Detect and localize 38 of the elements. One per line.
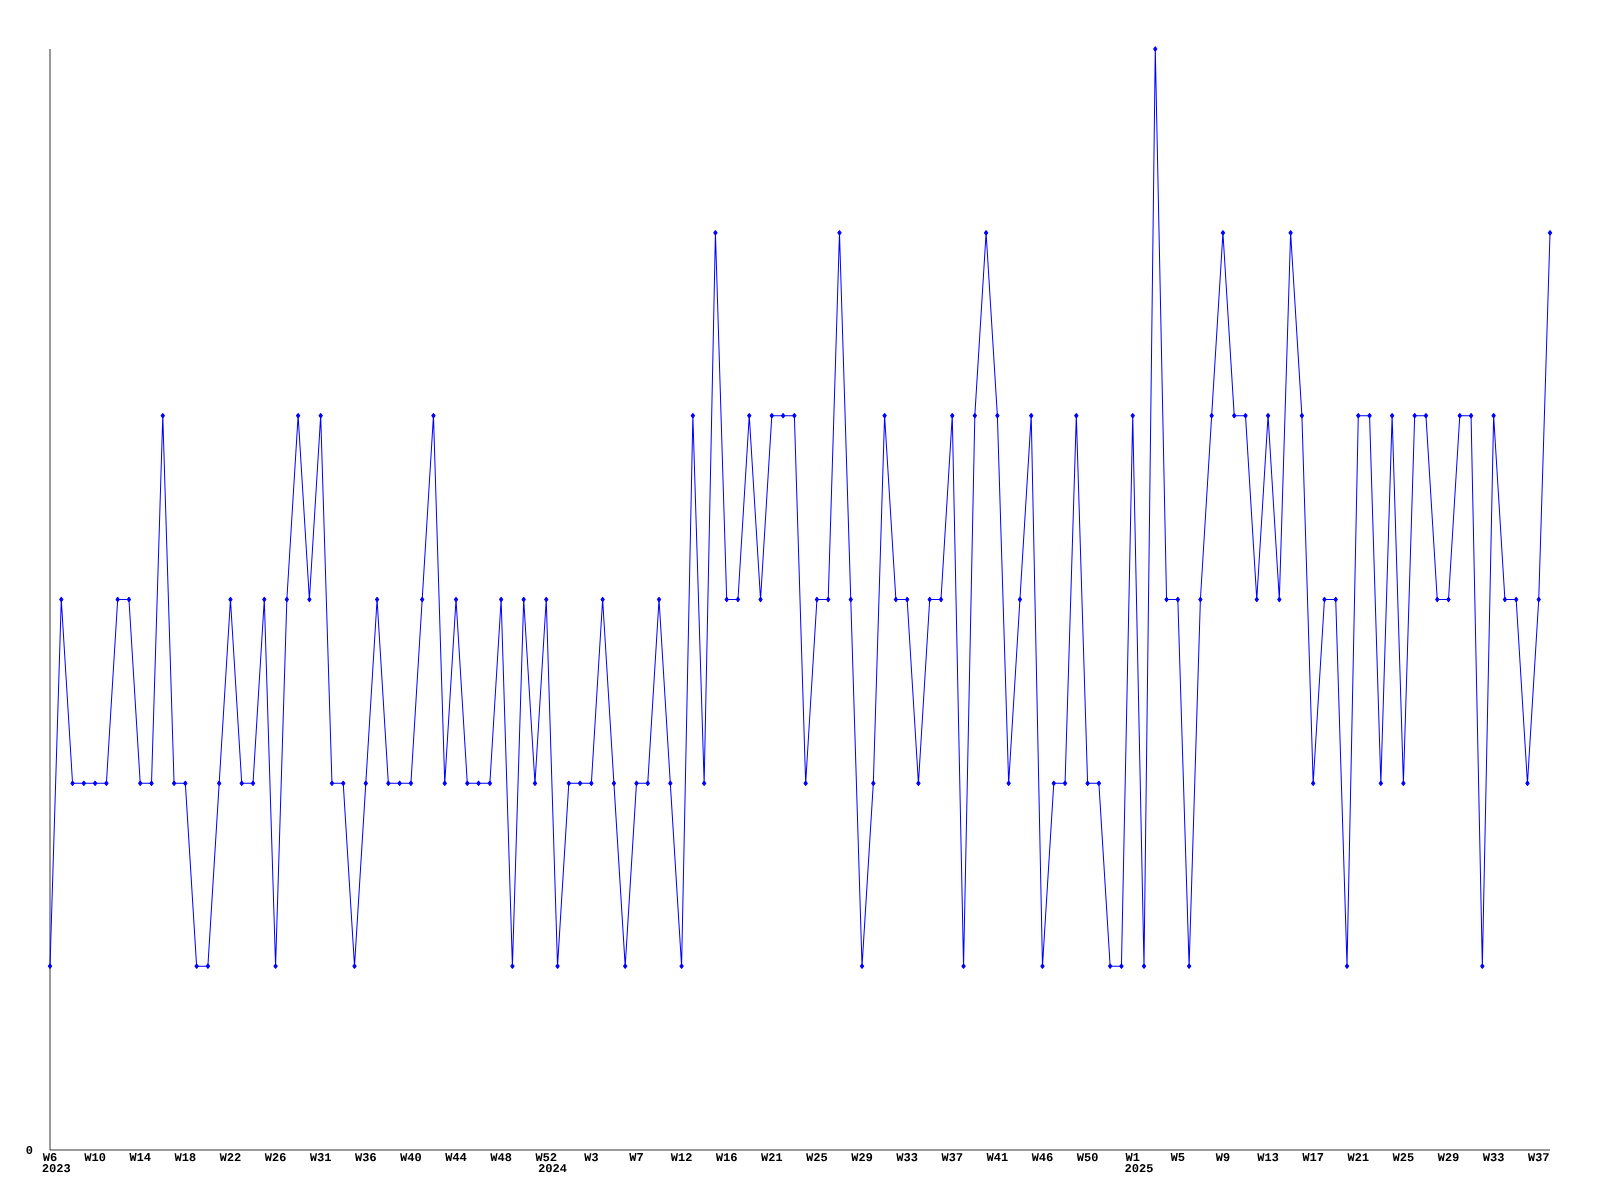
- x-tick-label: W40: [400, 1153, 422, 1162]
- x-tick-label: W22: [219, 1153, 241, 1162]
- x-tick-label: W29: [1437, 1153, 1459, 1162]
- x-tick-label: W26: [264, 1153, 286, 1162]
- x-tick-label: W36: [354, 1153, 376, 1162]
- x-tick-label: W31: [309, 1153, 331, 1162]
- x-tick-label: W48: [490, 1153, 512, 1162]
- x-tick-label: 2023: [42, 1164, 71, 1173]
- x-tick-label: W21: [1347, 1153, 1369, 1162]
- x-tick-label: W37: [1527, 1153, 1549, 1162]
- x-tick-label: W6: [42, 1153, 57, 1162]
- x-tick-label: 2024: [538, 1164, 567, 1173]
- x-tick-label: W9: [1215, 1153, 1230, 1162]
- x-tick-label: W21: [761, 1153, 783, 1162]
- x-tick-label: W37: [941, 1153, 963, 1162]
- x-tick-label: W25: [1392, 1153, 1414, 1162]
- x-tick-label: W50: [1076, 1153, 1098, 1162]
- x-tick-label: W52: [535, 1153, 557, 1162]
- x-tick-label: W29: [851, 1153, 873, 1162]
- x-tick-label: W3: [584, 1153, 598, 1162]
- x-tick-label: W10: [84, 1153, 106, 1162]
- x-tick-label: W25: [806, 1153, 828, 1162]
- x-tick-label: W16: [715, 1153, 737, 1162]
- text: 0: [26, 1145, 33, 1155]
- x-tick-label: W33: [896, 1153, 918, 1162]
- x-tick-label: W5: [1170, 1153, 1185, 1162]
- x-tick-label: W41: [986, 1153, 1008, 1161]
- x-tick-label: W46: [1031, 1153, 1053, 1162]
- x-tick-label: W44: [445, 1153, 467, 1161]
- x-tick-label: W33: [1482, 1153, 1504, 1162]
- x-tick-label: W7: [629, 1153, 643, 1161]
- x-tick-label: W1: [1125, 1153, 1140, 1161]
- x-tick-label: W13: [1257, 1153, 1279, 1162]
- x-tick-label: W18: [174, 1153, 196, 1162]
- x-tick-label: W14: [129, 1153, 151, 1161]
- x-tick-label: 2025: [1125, 1164, 1153, 1173]
- x-tick-label: W17: [1302, 1153, 1324, 1161]
- x-tick-label: W12: [670, 1153, 692, 1162]
